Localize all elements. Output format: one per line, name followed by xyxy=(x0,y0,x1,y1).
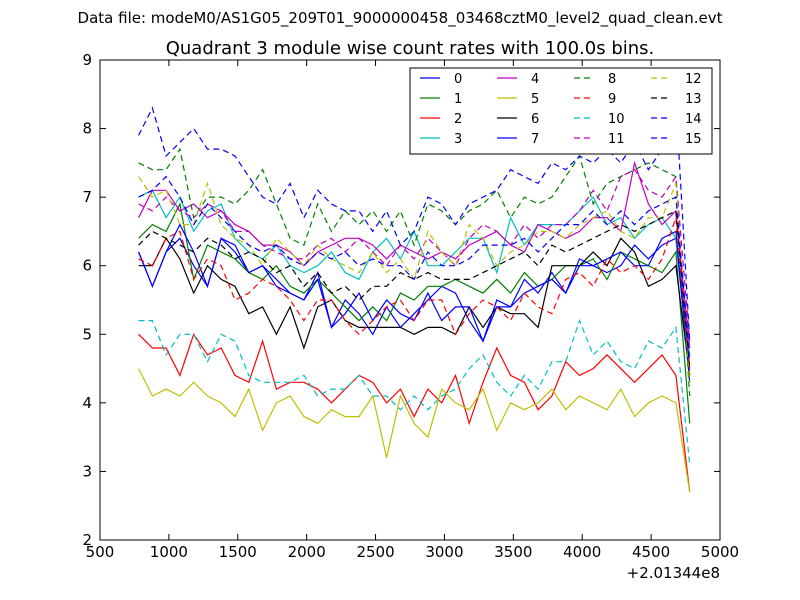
legend-label-2: 2 xyxy=(454,112,462,127)
plot-lines xyxy=(138,100,691,493)
x-tick-label: 2500 xyxy=(356,543,394,561)
legend-label-0: 0 xyxy=(454,72,462,87)
series-line-1 xyxy=(138,202,691,424)
legend-label-13: 13 xyxy=(685,92,702,107)
x-tick-label: 5000 xyxy=(701,543,739,561)
series-line-5 xyxy=(138,368,691,493)
chart-title: Quadrant 3 module wise count rates with … xyxy=(166,38,655,59)
legend-label-8: 8 xyxy=(608,72,616,87)
series-line-2 xyxy=(138,332,691,493)
y-tick-label: 2 xyxy=(82,531,92,549)
legend-label-6: 6 xyxy=(531,112,539,127)
data-file-label: Data file: modeM0/AS1G05_209T01_90000004… xyxy=(78,9,723,28)
x-tick-label: 4500 xyxy=(632,543,670,561)
series-line-10 xyxy=(138,318,691,465)
legend-label-12: 12 xyxy=(685,72,702,87)
legend-label-14: 14 xyxy=(685,112,702,127)
legend-label-7: 7 xyxy=(531,132,539,147)
legend-label-4: 4 xyxy=(531,72,539,87)
y-tick-label: 5 xyxy=(82,325,92,343)
x-tick-label: 1500 xyxy=(219,543,257,561)
y-tick-label: 6 xyxy=(82,257,92,275)
y-tick-label: 4 xyxy=(82,394,92,412)
series-line-14 xyxy=(138,100,691,342)
legend-label-1: 1 xyxy=(454,92,462,107)
series-line-11 xyxy=(138,168,691,342)
x-tick-label: 1000 xyxy=(150,543,188,561)
legend-label-9: 9 xyxy=(608,92,616,107)
series-line-15 xyxy=(138,175,691,362)
legend-label-11: 11 xyxy=(608,132,625,147)
x-tick-label: 3500 xyxy=(494,543,532,561)
x-tick-label: 2000 xyxy=(288,543,326,561)
legend-label-10: 10 xyxy=(608,112,625,127)
y-tick-label: 3 xyxy=(82,462,92,480)
series-line-6 xyxy=(138,237,691,376)
series-line-13 xyxy=(138,209,691,369)
axis-ticks: 500 1000 1500 2000 2500 3000 3500 4000 4500 5000 2… xyxy=(82,51,739,561)
legend-box xyxy=(409,67,713,155)
x-tick-label: 4000 xyxy=(563,543,601,561)
x-offset-label: +2.01344e8 xyxy=(627,564,720,582)
y-tick-label: 8 xyxy=(82,120,92,138)
plot-frame xyxy=(99,59,721,541)
series-line-4 xyxy=(138,160,691,349)
y-tick-label: 9 xyxy=(82,51,92,69)
series-line-0 xyxy=(138,237,691,376)
x-tick-label: 3000 xyxy=(425,543,463,561)
legend-label-5: 5 xyxy=(531,92,539,107)
legend-label-3: 3 xyxy=(454,132,462,147)
legend-label-15: 15 xyxy=(685,132,702,147)
x-tick-label: 500 xyxy=(86,543,115,561)
y-tick-label: 7 xyxy=(82,188,92,206)
series-line-9 xyxy=(138,217,691,369)
